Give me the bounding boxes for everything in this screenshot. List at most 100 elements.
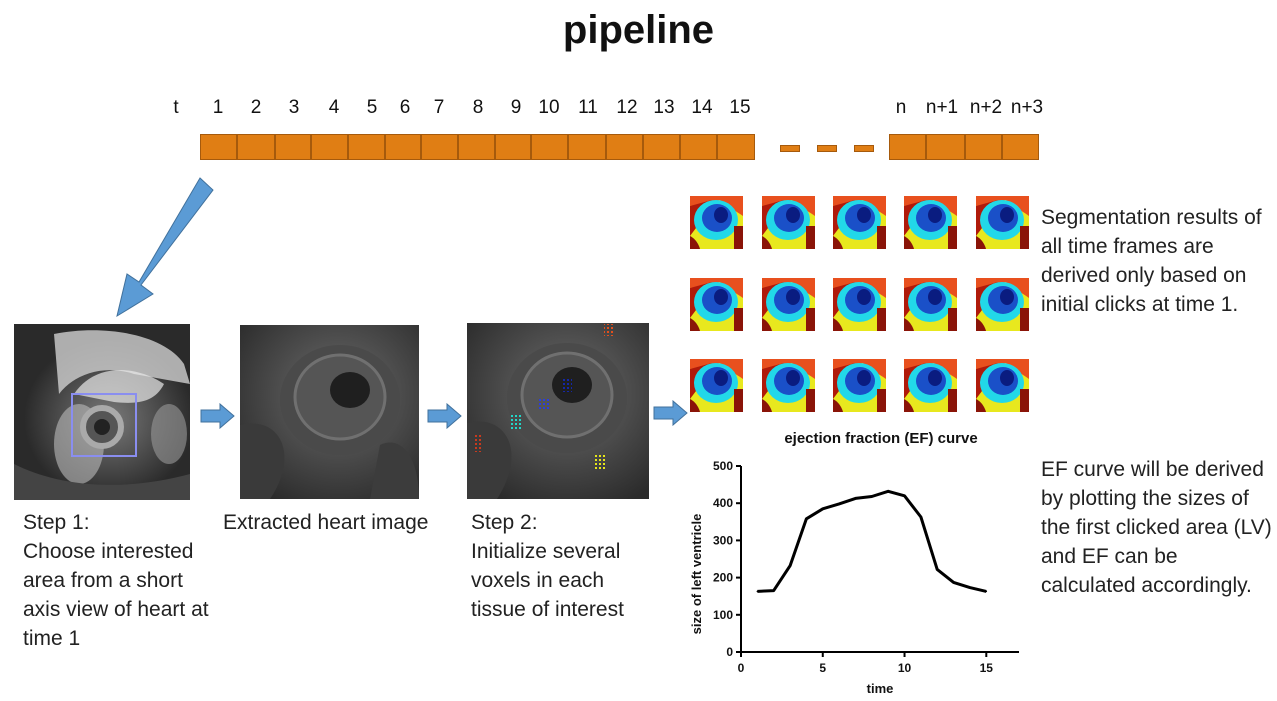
ef-data-point <box>838 503 840 505</box>
timeline-label: 5 <box>366 97 378 118</box>
y-tick-label: 400 <box>713 496 733 510</box>
x-axis-label: time <box>867 681 894 696</box>
ef-data-point <box>871 495 873 498</box>
seeded-heart-image <box>467 323 649 499</box>
timeline-label: 15 <box>729 97 751 118</box>
segmentation-thumbnail <box>762 359 815 412</box>
ef-data-point <box>805 518 808 520</box>
segmentation-thumbnail <box>904 359 957 412</box>
segmentation-thumbnail <box>904 278 957 331</box>
ef-description: EF curve will be derived by plotting the… <box>1041 458 1272 597</box>
chart-title: ejection fraction (EF) curve <box>784 430 977 447</box>
time-frame-box[interactable] <box>1002 134 1039 160</box>
ef-data-point <box>887 490 889 493</box>
time-frame-box[interactable] <box>348 134 385 160</box>
extracted-caption: Extracted heart image <box>223 511 429 534</box>
y-tick-label: 500 <box>713 459 733 473</box>
chart-axes <box>740 466 1019 653</box>
timeline-label: 7 <box>433 97 445 118</box>
segmentation-thumbnail <box>762 196 815 249</box>
ef-data-point <box>789 564 791 567</box>
y-tick-label: 200 <box>713 571 733 585</box>
ef-data-point <box>756 590 759 593</box>
time-frame-box[interactable] <box>200 134 237 160</box>
segmentation-thumbnail <box>833 196 886 249</box>
ef-data-point <box>936 568 939 571</box>
ef-data-point <box>821 507 824 510</box>
y-axis-label: size of left ventricle <box>689 514 704 635</box>
timeline-label: 1 <box>212 97 224 118</box>
time-frame-box[interactable] <box>606 134 643 160</box>
segmentation-thumbnail <box>833 278 886 331</box>
timeline-label: 2 <box>250 97 262 118</box>
timeline-label: 6 <box>399 97 411 118</box>
ellipsis-dash <box>780 145 800 152</box>
segmentation-thumbnail <box>976 278 1029 331</box>
step2-caption: Step 2: Initialize several voxels in eac… <box>471 511 624 621</box>
ef-chart: ejection fraction (EF) curve size of lef… <box>689 430 1019 696</box>
timeline-label: n+2 <box>969 97 1003 118</box>
y-tick-label: 100 <box>713 608 733 622</box>
selection-box[interactable] <box>71 393 137 457</box>
ef-data-point <box>985 590 988 593</box>
x-tick-label: 10 <box>898 661 912 675</box>
ef-data-point <box>952 581 955 584</box>
time-frame-box[interactable] <box>311 134 348 160</box>
segmentation-thumbnail <box>976 359 1029 412</box>
segmentation-thumbnail <box>976 196 1029 249</box>
x-tick-label: 15 <box>980 661 994 675</box>
y-tick-label: 300 <box>713 533 733 547</box>
step1-caption: Step 1: Choose interested area from a sh… <box>23 511 209 650</box>
timeline-label: 11 <box>578 97 598 118</box>
ef-series-points <box>756 490 988 593</box>
x-tick-label: 0 <box>738 661 745 675</box>
right-arrow-icon <box>427 403 462 429</box>
ef-series-line <box>757 489 987 593</box>
time-frame-box[interactable] <box>237 134 275 160</box>
chart-ticks: 0 100 200 300 400 500 0 5 10 15 <box>713 459 993 675</box>
timeline-label: 13 <box>653 97 675 118</box>
segmentation-thumbnail <box>904 196 957 249</box>
y-tick-label: 0 <box>726 645 733 659</box>
time-frame-box[interactable] <box>643 134 680 160</box>
time-frame-box[interactable] <box>385 134 421 160</box>
timeline-label: 9 <box>510 97 522 118</box>
timeline-label: 10 <box>538 97 560 118</box>
page-title: pipeline <box>562 8 715 52</box>
time-frame-box[interactable] <box>568 134 606 160</box>
ef-data-point <box>772 589 775 592</box>
timeline-label: 12 <box>616 97 638 118</box>
ellipsis-dash <box>817 145 837 152</box>
mri-full-image <box>14 324 190 500</box>
timeline-label: n <box>895 97 907 118</box>
time-frame-box[interactable] <box>717 134 755 160</box>
time-frame-box[interactable] <box>889 134 926 160</box>
timeline-t-label: t <box>173 97 179 118</box>
x-tick-label: 5 <box>819 661 826 675</box>
segmentation-thumbnail <box>833 359 886 412</box>
segmentation-thumbnail <box>690 278 743 331</box>
ef-data-point <box>969 586 971 589</box>
time-frame-box[interactable] <box>275 134 311 160</box>
time-frame-box[interactable] <box>965 134 1002 160</box>
segmentation-thumbnail <box>762 278 815 331</box>
timeline-label: n+3 <box>1010 97 1044 118</box>
ef-data-point <box>854 497 857 500</box>
time-frame-box[interactable] <box>458 134 495 160</box>
segmentation-thumbnail <box>690 196 743 249</box>
timeline-label: 3 <box>288 97 300 118</box>
time-frame-box[interactable] <box>926 134 965 160</box>
timeline-label: 14 <box>691 97 713 118</box>
ef-data-point <box>903 494 906 497</box>
timeline-label: 4 <box>328 97 340 118</box>
right-arrow-icon <box>653 400 688 426</box>
timeline-label: n+1 <box>925 97 959 118</box>
ef-data-point <box>920 516 922 518</box>
time-frame-box[interactable] <box>680 134 717 160</box>
time-frame-box[interactable] <box>531 134 568 160</box>
right-arrow-icon <box>200 403 235 429</box>
down-arrow-icon <box>116 177 214 318</box>
time-frame-box[interactable] <box>495 134 531 160</box>
time-frame-box[interactable] <box>421 134 458 160</box>
timeline-label: 8 <box>472 97 484 118</box>
